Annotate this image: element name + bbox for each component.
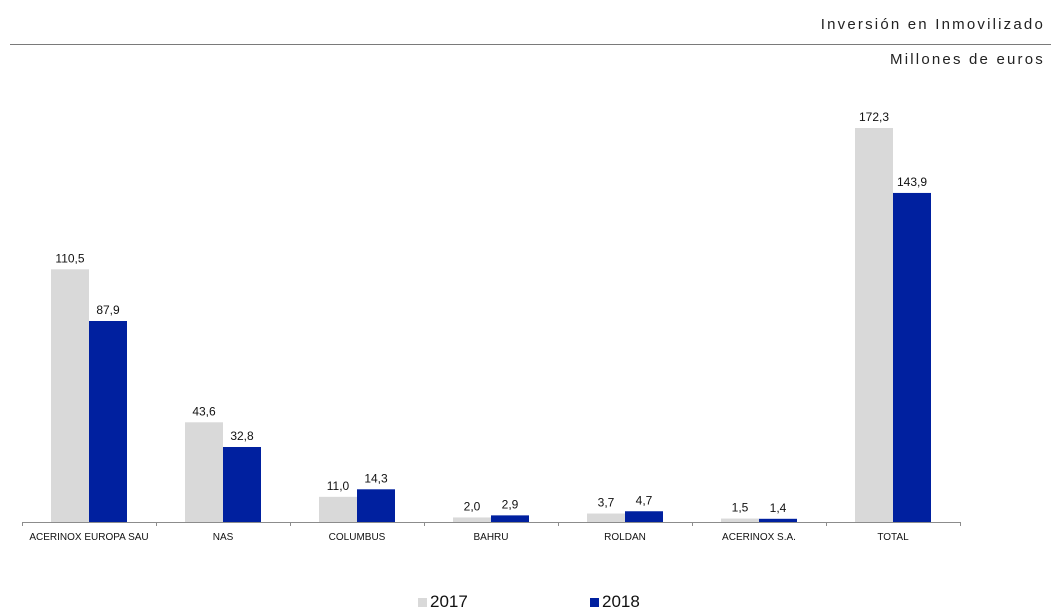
bar-2018	[89, 320, 127, 522]
legend-item-2018: 2018	[590, 592, 640, 612]
legend-swatch-2018	[590, 597, 599, 607]
data-label-2017: 172,3	[859, 110, 889, 124]
data-label-2017: 11,0	[327, 479, 350, 493]
chart-legend: 2017 2018	[0, 592, 1051, 612]
bar-2017	[185, 422, 223, 522]
data-label-2018: 1,4	[770, 501, 787, 515]
chart-subtitle: Millones de euros	[890, 51, 1045, 68]
bar-2017	[453, 517, 491, 522]
bar-2017	[855, 128, 893, 522]
chart-title: Inversión en Inmovilizado	[820, 16, 1045, 33]
bar-2018	[491, 515, 529, 522]
data-label-2017: 43,6	[192, 404, 216, 418]
data-label-2017: 3,7	[598, 496, 615, 510]
bar-chart: 110,5 87,9 ACERINOX EUROPA SAU 43,6 32,8 NAS 1…	[22, 110, 961, 543]
data-label-2017: 1,5	[732, 501, 749, 515]
header-divider	[10, 44, 1051, 45]
bar-2018	[223, 446, 261, 522]
data-label-2018: 32,8	[230, 429, 254, 443]
data-label-2018: 4,7	[636, 493, 653, 507]
data-label-2018: 2,9	[502, 497, 519, 511]
legend-label-2017: 2017	[430, 592, 468, 611]
x-tick-label: COLUMBUS	[329, 532, 386, 543]
data-label-2018: 87,9	[96, 303, 120, 317]
bar-2018	[893, 192, 931, 522]
bar-2017	[721, 518, 759, 522]
bar-2018	[625, 511, 663, 522]
x-tick-label: TOTAL	[877, 532, 909, 543]
x-tick-label: BAHRU	[473, 532, 508, 543]
data-label-2018: 143,9	[897, 175, 927, 189]
x-tick-label: ACERINOX S.A.	[722, 532, 796, 543]
bar-2017	[319, 496, 357, 522]
data-label-2017: 2,0	[464, 499, 481, 513]
bar-2017	[51, 269, 89, 522]
data-label-2017: 110,5	[55, 251, 84, 265]
legend-swatch-2017	[418, 597, 427, 607]
x-tick-label: ACERINOX EUROPA SAU	[29, 532, 148, 543]
bar-2018	[357, 489, 395, 522]
x-tick-label: ROLDAN	[604, 532, 646, 543]
bar-2018	[759, 518, 797, 522]
legend-item-2017: 2017	[418, 592, 468, 612]
legend-label-2018: 2018	[602, 592, 640, 611]
x-tick-label: NAS	[213, 532, 234, 543]
data-label-2018: 14,3	[364, 471, 388, 485]
bar-2017	[587, 513, 625, 522]
